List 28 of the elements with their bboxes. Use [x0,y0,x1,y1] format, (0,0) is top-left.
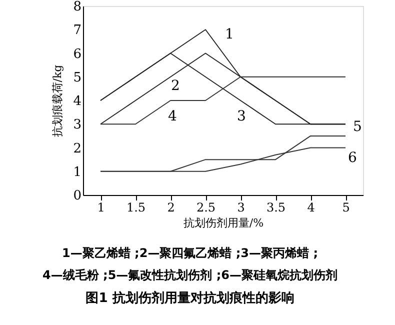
y-tick-label: 3 [73,118,82,133]
y-tick-label: 6 [73,46,82,62]
x-tick-label: 4 [307,200,316,214]
series-label: 2 [171,78,180,94]
series-label: 1 [225,26,234,43]
x-tick-label: 5 [342,200,350,214]
x-tick-label: 3 [237,200,245,214]
y-tick-label: 2 [73,141,82,156]
y-tick-label: 1 [73,164,82,180]
x-tick-label: 1 [97,200,105,214]
x-axis-title: 抗划伤剂用量/% [183,216,264,230]
x-tick-label: 1.5 [126,200,146,214]
text: 4—绒毛粉 ;5—氟改性抗划伤剂 ;6—聚硅氧烷抗划伤剂 [42,268,338,282]
y-tick-label: 0 [73,188,82,204]
x-tick-label: 2.5 [196,200,216,214]
y-axis-title: 抗划痕载荷/kg [51,64,64,138]
series-label: 6 [348,150,358,166]
text: 图1 抗划伤剂用量对抗划痕性的影响 [86,290,294,306]
series-label: 3 [237,108,246,124]
x-tick-label: 3.5 [266,200,286,214]
y-tick-label: 8 [73,0,82,14]
text: 1—聚乙烯蜡 ;2—聚四氟乙烯蜡 ;3—聚丙烯蜡 ; [62,246,318,260]
y-tick-label: 5 [73,70,82,86]
y-tick-label: 7 [73,23,82,38]
y-tick-label: 4 [73,94,82,109]
x-tick-label: 2 [167,200,175,214]
series-label: 5 [353,118,362,135]
series-label: 4 [168,108,178,124]
